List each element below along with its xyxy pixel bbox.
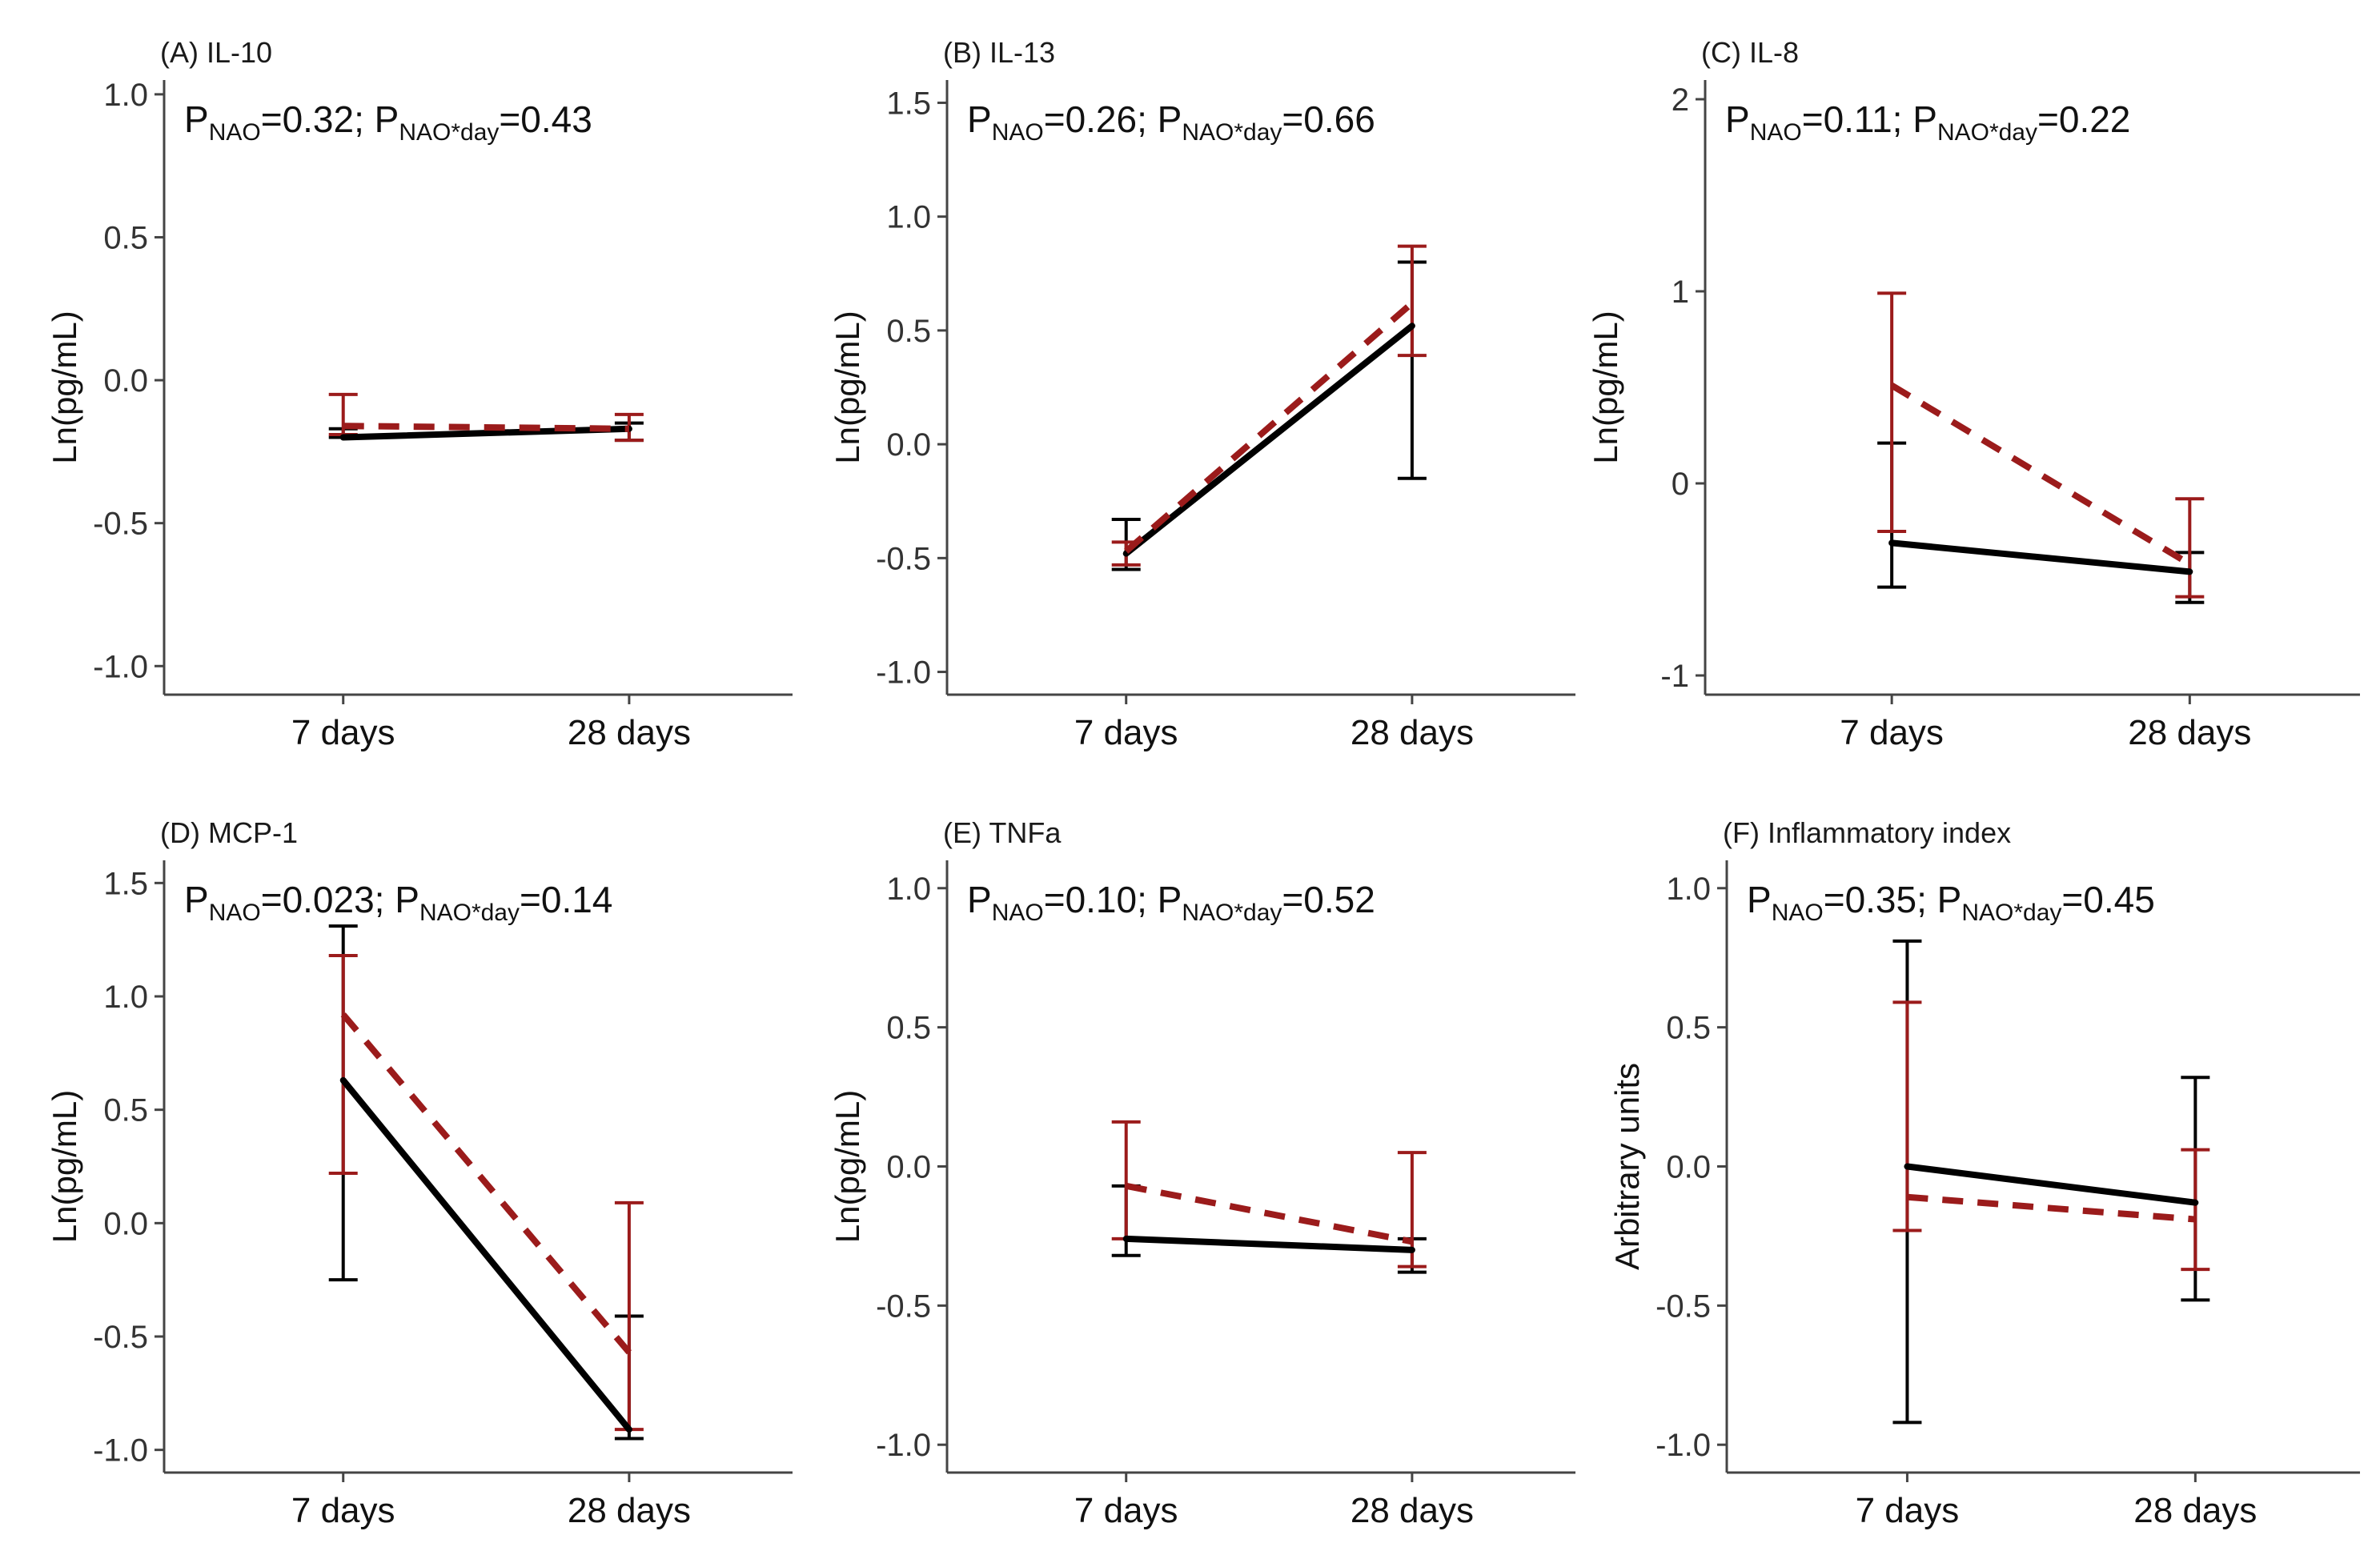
series-2 — [328, 954, 644, 1432]
panel-6: (F) Inflammatory index PNAO=0.35; PNAO*da… — [1608, 816, 2360, 1530]
y-tick-label: 1.5 — [886, 86, 931, 121]
series-1 — [1877, 441, 2205, 604]
p-value-annotation: PNAO=0.11; PNAO*day=0.22 — [1725, 98, 2130, 146]
y-tick-label: 1.0 — [1666, 872, 1711, 907]
x-tick-label: 28 days — [1351, 1491, 1474, 1530]
nao-series-line — [1124, 300, 1415, 554]
y-tick-label: 0.5 — [103, 220, 148, 255]
x-tick-label: 7 days — [291, 1491, 395, 1530]
y-tick-label: 0.5 — [103, 1093, 148, 1128]
panel-3: (C) IL-8 PNAO=0.11; PNAO*day=0.22 2 1 0 -1 7 d… — [1587, 36, 2360, 752]
panel-title: (F) Inflammatory index — [1723, 816, 2011, 849]
y-axis-label: Ln(pg/mL) — [46, 311, 83, 463]
panel-title: (E) TNFa — [943, 816, 1062, 849]
y-tick-label: -0.5 — [876, 541, 931, 576]
y-tick-label: 0.0 — [886, 427, 931, 463]
series-2 — [1877, 291, 2205, 599]
panel-title: (C) IL-8 — [1701, 36, 1799, 69]
x-tick-label: 7 days — [1074, 1491, 1178, 1530]
y-tick-label: 0.0 — [886, 1150, 931, 1185]
y-axis-label: Ln(pg/mL) — [1587, 311, 1624, 463]
nao-series-line — [1890, 383, 2192, 567]
y-axis-label: Arbitrary units — [1608, 1063, 1646, 1270]
p-value-annotation: PNAO=0.023; PNAO*day=0.14 — [184, 879, 612, 926]
nao-series-line — [1907, 1193, 2196, 1223]
panel-5: (E) TNFa PNAO=0.10; PNAO*day=0.52 1.0 0.5 0.… — [829, 816, 1575, 1530]
series-1 — [1111, 1184, 1427, 1274]
y-tick-label: -1.0 — [1656, 1428, 1711, 1463]
y-tick-label: 0.5 — [1666, 1011, 1711, 1046]
y-axis-label: Ln(pg/mL) — [829, 311, 866, 463]
y-tick-label: 1.0 — [103, 78, 148, 113]
y-tick-label: -1.0 — [93, 649, 148, 684]
y-tick-label: -1 — [1660, 659, 1689, 694]
x-tick-label: 7 days — [1074, 713, 1178, 752]
y-axis-label: Ln(pg/mL) — [46, 1090, 83, 1243]
nao-series-line — [340, 1012, 632, 1355]
panel-title: (B) IL-13 — [943, 36, 1055, 69]
p-value-annotation: PNAO=0.26; PNAO*day=0.66 — [967, 98, 1375, 146]
panel-1: (A) IL-10 PNAO=0.32; PNAO*day=0.43 1.0 0.5 0… — [46, 36, 793, 752]
y-tick-label: 1.5 — [103, 866, 148, 901]
panel-4: (D) MCP-1 PNAO=0.023; PNAO*day=0.14 1.5 1.0… — [46, 816, 793, 1530]
panel-2: (B) IL-13 PNAO=0.26; PNAO*day=0.66 1.5 1.0 0… — [829, 36, 1575, 752]
y-tick-label: -1.0 — [93, 1433, 148, 1469]
y-tick-label: 0.0 — [1666, 1150, 1711, 1185]
y-tick-label: 0.0 — [103, 363, 148, 399]
p-value-annotation: PNAO=0.35; PNAO*day=0.45 — [1747, 879, 2155, 926]
series-2 — [1111, 244, 1427, 567]
reference-series-line — [1904, 1163, 2199, 1206]
nao-series-line — [343, 423, 629, 432]
y-tick-label: -0.5 — [93, 1320, 148, 1355]
x-tick-label: 28 days — [568, 713, 691, 752]
y-axis-label: Ln(pg/mL) — [829, 1090, 866, 1243]
reference-series-line — [339, 425, 632, 441]
reference-series-line — [339, 1076, 632, 1433]
y-tick-label: 0 — [1672, 467, 1689, 502]
y-tick-label: -1.0 — [876, 1428, 931, 1463]
y-tick-label: -1.0 — [876, 655, 931, 691]
reference-series-line — [1888, 539, 2193, 575]
y-tick-label: 1 — [1672, 275, 1689, 310]
x-tick-label: 7 days — [1856, 1491, 1960, 1530]
y-tick-label: 1.0 — [103, 980, 148, 1015]
reference-series-line — [1122, 1235, 1415, 1253]
reference-series-line — [1122, 323, 1415, 557]
nao-series-line — [1125, 1182, 1413, 1245]
panel-title: (D) MCP-1 — [160, 816, 298, 849]
x-tick-label: 28 days — [2133, 1491, 2257, 1530]
y-tick-label: -0.5 — [1656, 1288, 1711, 1324]
y-tick-label: 0.0 — [103, 1206, 148, 1241]
p-value-annotation: PNAO=0.10; PNAO*day=0.52 — [967, 879, 1375, 926]
series-2 — [1892, 1000, 2210, 1272]
x-tick-label: 28 days — [568, 1491, 691, 1530]
x-tick-label: 28 days — [2128, 713, 2251, 752]
p-value-annotation: PNAO=0.32; PNAO*day=0.43 — [184, 98, 592, 146]
y-tick-label: 1.0 — [886, 200, 931, 235]
y-tick-label: 2 — [1672, 82, 1689, 118]
y-tick-label: -0.5 — [93, 507, 148, 542]
y-tick-label: 0.5 — [886, 314, 931, 349]
x-tick-label: 7 days — [291, 713, 395, 752]
x-tick-label: 28 days — [1351, 713, 1474, 752]
y-tick-label: -0.5 — [876, 1288, 931, 1324]
panel-title: (A) IL-10 — [160, 36, 272, 69]
y-tick-label: 1.0 — [886, 872, 931, 907]
x-tick-label: 7 days — [1840, 713, 1944, 752]
y-tick-label: 0.5 — [886, 1011, 931, 1046]
